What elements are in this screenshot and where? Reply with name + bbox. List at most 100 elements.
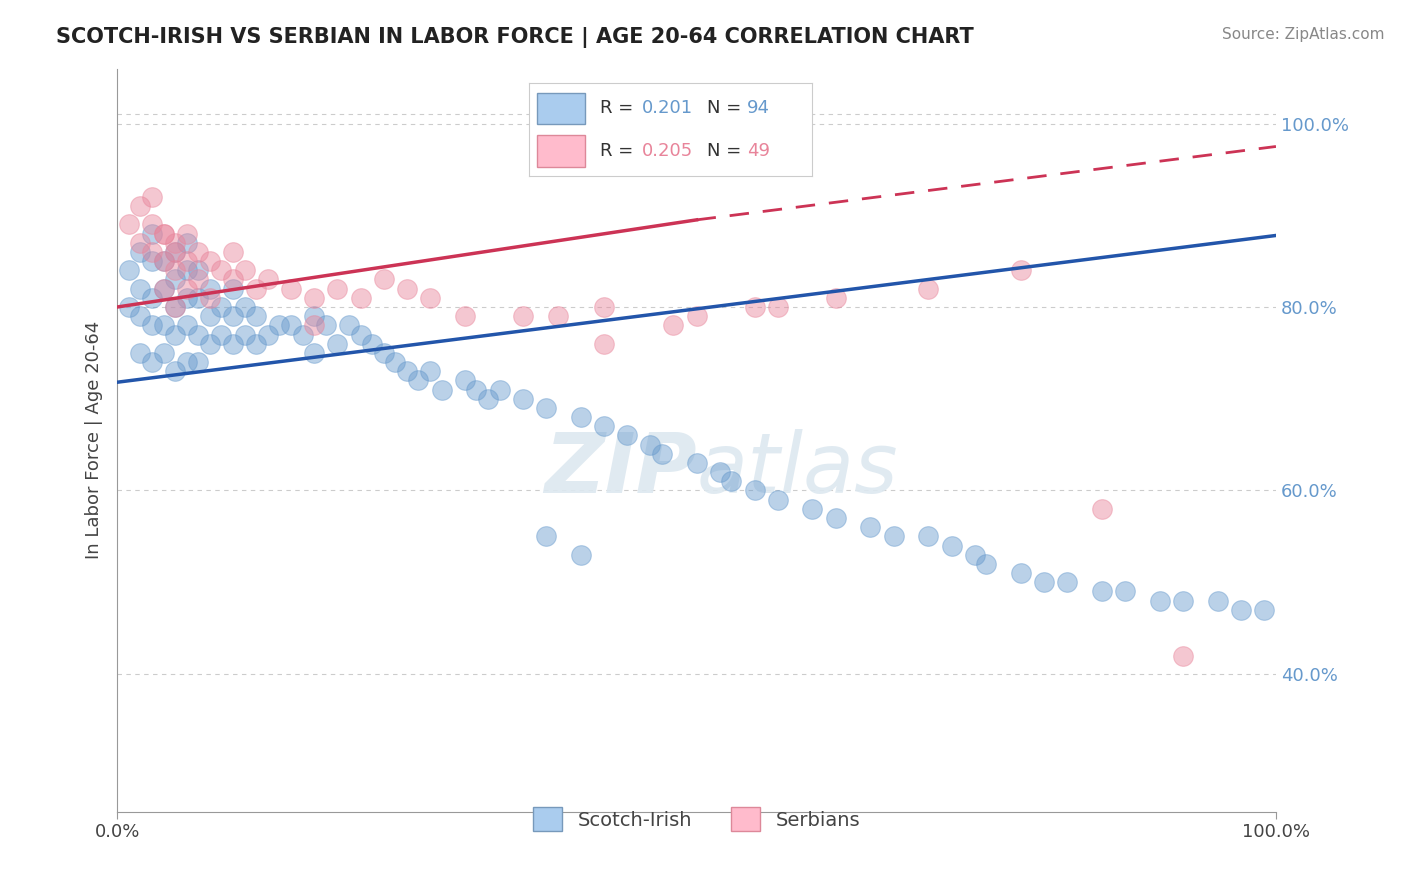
Scotch-Irish	[963, 548, 986, 562]
Scotch-Irish	[129, 282, 152, 296]
Scotch-Irish	[233, 327, 256, 342]
Scotch-Irish	[141, 291, 163, 305]
Serbians	[211, 263, 233, 277]
Scotch-Irish	[222, 336, 245, 351]
Serbians	[152, 282, 174, 296]
Serbians	[349, 291, 371, 305]
Scotch-Irish	[883, 529, 905, 543]
Serbians	[512, 309, 534, 323]
Scotch-Irish	[141, 227, 163, 241]
Serbians	[395, 282, 418, 296]
Serbians	[245, 282, 267, 296]
Scotch-Irish	[118, 263, 141, 277]
Scotch-Irish	[709, 465, 731, 479]
Serbians	[302, 318, 325, 333]
Scotch-Irish	[176, 318, 198, 333]
Serbians	[198, 291, 221, 305]
Scotch-Irish	[222, 282, 245, 296]
Scotch-Irish	[187, 327, 209, 342]
Scotch-Irish	[211, 327, 233, 342]
Scotch-Irish	[512, 392, 534, 406]
Serbians	[176, 282, 198, 296]
Scotch-Irish	[1173, 593, 1195, 607]
Scotch-Irish	[187, 263, 209, 277]
Serbians	[165, 235, 187, 250]
Serbians	[176, 254, 198, 268]
Scotch-Irish	[1253, 603, 1275, 617]
Serbians	[152, 227, 174, 241]
Scotch-Irish	[152, 254, 174, 268]
Serbians	[141, 244, 163, 259]
Serbians	[592, 336, 614, 351]
Serbians	[152, 227, 174, 241]
Scotch-Irish	[1010, 566, 1032, 580]
Scotch-Irish	[326, 336, 349, 351]
Scotch-Irish	[176, 263, 198, 277]
Text: atlas: atlas	[696, 429, 898, 510]
Scotch-Irish	[859, 520, 882, 534]
Serbians	[766, 300, 789, 314]
Serbians	[280, 282, 302, 296]
Scotch-Irish	[477, 392, 499, 406]
Scotch-Irish	[917, 529, 939, 543]
Serbians	[141, 190, 163, 204]
Scotch-Irish	[569, 410, 592, 425]
Text: SCOTCH-IRISH VS SERBIAN IN LABOR FORCE | AGE 20-64 CORRELATION CHART: SCOTCH-IRISH VS SERBIAN IN LABOR FORCE |…	[56, 27, 974, 48]
Scotch-Irish	[280, 318, 302, 333]
Serbians	[1091, 501, 1114, 516]
Scotch-Irish	[165, 244, 187, 259]
Scotch-Irish	[592, 419, 614, 434]
Scotch-Irish	[651, 447, 673, 461]
Scotch-Irish	[165, 300, 187, 314]
Scotch-Irish	[419, 364, 441, 378]
Scotch-Irish	[1033, 575, 1056, 590]
Serbians	[165, 263, 187, 277]
Scotch-Irish	[801, 501, 824, 516]
Scotch-Irish	[141, 318, 163, 333]
Serbians	[1010, 263, 1032, 277]
Scotch-Irish	[349, 327, 371, 342]
Scotch-Irish	[245, 336, 267, 351]
Scotch-Irish	[384, 355, 406, 369]
Scotch-Irish	[198, 336, 221, 351]
Scotch-Irish	[152, 282, 174, 296]
Scotch-Irish	[233, 300, 256, 314]
Scotch-Irish	[302, 346, 325, 360]
Serbians	[222, 272, 245, 286]
Scotch-Irish	[685, 456, 707, 470]
Serbians	[1173, 648, 1195, 663]
Scotch-Irish	[256, 327, 278, 342]
Scotch-Irish	[129, 309, 152, 323]
Scotch-Irish	[337, 318, 360, 333]
Scotch-Irish	[129, 244, 152, 259]
Serbians	[547, 309, 569, 323]
Scotch-Irish	[141, 254, 163, 268]
Serbians	[198, 254, 221, 268]
Scotch-Irish	[187, 355, 209, 369]
Scotch-Irish	[198, 282, 221, 296]
Scotch-Irish	[465, 383, 488, 397]
Serbians	[685, 309, 707, 323]
Scotch-Irish	[1056, 575, 1078, 590]
Scotch-Irish	[187, 291, 209, 305]
Serbians	[744, 300, 766, 314]
Scotch-Irish	[454, 373, 477, 387]
Scotch-Irish	[824, 511, 846, 525]
Serbians	[165, 244, 187, 259]
Serbians	[302, 291, 325, 305]
Scotch-Irish	[1149, 593, 1171, 607]
Scotch-Irish	[373, 346, 395, 360]
Serbians	[419, 291, 441, 305]
Serbians	[152, 254, 174, 268]
Scotch-Irish	[395, 364, 418, 378]
Scotch-Irish	[1230, 603, 1253, 617]
Scotch-Irish	[152, 318, 174, 333]
Scotch-Irish	[245, 309, 267, 323]
Text: ZIP: ZIP	[544, 429, 696, 510]
Scotch-Irish	[118, 300, 141, 314]
Serbians	[373, 272, 395, 286]
Serbians	[165, 300, 187, 314]
Serbians	[824, 291, 846, 305]
Serbians	[454, 309, 477, 323]
Serbians	[129, 199, 152, 213]
